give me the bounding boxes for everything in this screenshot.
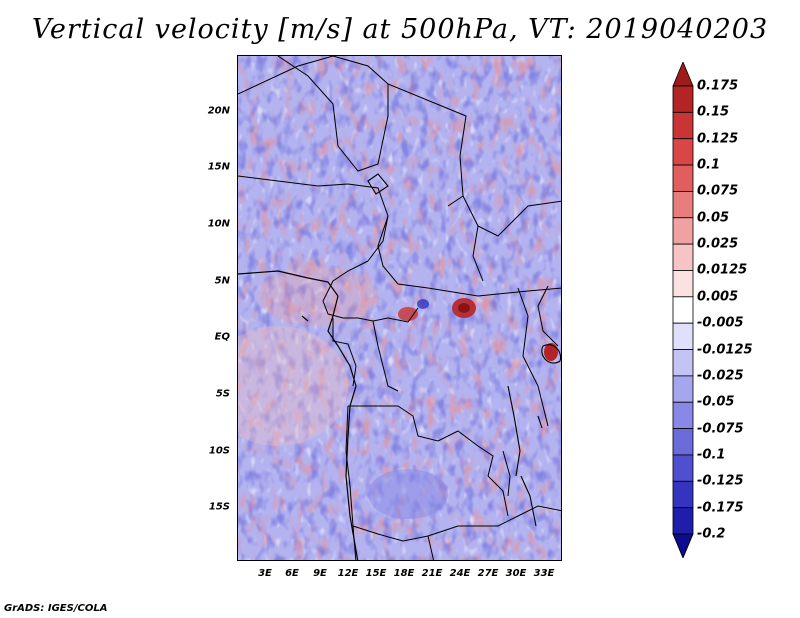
colorbar-label: 0.125: [697, 131, 739, 147]
colorbar-swatch: [672, 164, 694, 192]
colorbar-swatch: [672, 85, 694, 113]
colorbar-bottom-triangle: [672, 533, 694, 558]
border-zambia-zimbabwe: [427, 505, 561, 537]
colorbar-top-triangle: [672, 62, 694, 87]
colorbar-label: 0.1: [697, 157, 721, 173]
lat-label-20n: 20N: [207, 105, 230, 117]
border-drc-angola: [348, 405, 494, 477]
lon-label-24e: 24E: [449, 568, 471, 579]
colorbar-swatch: [672, 243, 694, 271]
colorbar: [672, 62, 694, 558]
border-chad-sudan: [472, 225, 484, 282]
field-coastal-ascent-region: [258, 266, 378, 326]
lake-malawi: [520, 475, 537, 527]
lat-label-10n: 10N: [207, 218, 230, 230]
lake-tanganyika: [507, 385, 521, 477]
colorbar-swatch: [672, 191, 694, 219]
coast-gulf-of-guinea: [238, 270, 339, 297]
lat-label-5s: 5S: [215, 388, 230, 400]
lake-chad: [367, 173, 389, 195]
colorbar-swatch: [672, 507, 694, 535]
lakes: [367, 173, 561, 527]
border-nigeria-cameroon: [322, 260, 369, 315]
border-zambia-drc: [487, 475, 509, 517]
colorbar-label: -0.0125: [697, 342, 753, 358]
colorbar-swatch: [672, 480, 694, 509]
lon-label-12e: 12E: [337, 568, 359, 579]
border-niger-mali: [277, 56, 389, 172]
colorbar-label: -0.025: [697, 368, 744, 384]
strong-ascent-cell-33e: [544, 343, 558, 361]
lon-label-9e: 9E: [313, 568, 327, 579]
lon-label-15e: 15E: [365, 568, 387, 579]
border-drc-east: [517, 287, 549, 427]
colorbar-swatch: [672, 454, 694, 482]
lake-kivu: [537, 415, 543, 429]
border-congo-drc: [372, 320, 399, 392]
colorbar-label: -0.175: [697, 500, 744, 516]
colorbar-label: -0.05: [697, 394, 735, 410]
descent-region-south: [368, 469, 448, 519]
lon-label-33e: 33E: [533, 568, 555, 579]
lat-label-15s: 15S: [208, 501, 230, 513]
colorbar-swatch: [672, 138, 694, 166]
colorbar-swatch: [672, 296, 694, 324]
lon-label-30e: 30E: [505, 568, 527, 579]
strong-ascent-core-24e: [458, 303, 470, 313]
border-botswana: [427, 535, 435, 560]
colorbar-label: 0.0125: [697, 262, 748, 278]
grads-credit: GrADS: IGES/COLA: [4, 603, 108, 614]
border-car-sudan: [377, 215, 561, 297]
border-algeria-mali: [238, 56, 334, 95]
lake-victoria: [541, 344, 561, 364]
colorbar-label: 0.025: [697, 236, 739, 252]
border-angola-namibia: [352, 525, 429, 542]
colorbar-swatch: [672, 217, 694, 245]
descent-cell-19e: [417, 299, 429, 309]
field-ocean-ascent-region: [238, 326, 348, 446]
colorbar-swatch: [672, 349, 694, 377]
colorbar-swatch: [672, 322, 694, 350]
border-sudan-north: [462, 195, 561, 237]
colorbar-label: 0.175: [697, 78, 739, 94]
colorbar-swatch: [672, 375, 694, 403]
colorbar-swatch: [672, 111, 694, 140]
border-nigeria-niger: [238, 175, 389, 262]
colorbar-swatch: [672, 270, 694, 298]
border-uganda: [537, 285, 559, 347]
lat-label-15n: 15N: [207, 161, 230, 173]
colorbar-label: -0.005: [697, 315, 744, 331]
map-panel: [237, 55, 562, 561]
colorbar-label: 0.005: [697, 289, 739, 305]
colorbar-label: -0.125: [697, 473, 744, 489]
colorbar-label: -0.1: [697, 447, 726, 463]
lat-label-eq: EQ: [214, 331, 230, 343]
coast-bioko: [301, 315, 309, 322]
lon-label-3e: 3E: [258, 568, 272, 579]
colorbar-swatch: [672, 428, 694, 456]
country-borders: [238, 56, 561, 560]
colorbar-label: 0.15: [697, 104, 730, 120]
coast-west-central-africa: [327, 295, 359, 560]
colorbar-label: 0.05: [697, 210, 730, 226]
lake-tanganyika-border: [502, 450, 511, 497]
lat-label-10s: 10S: [208, 445, 230, 457]
plot-title: Vertical velocity [m/s] at 500hPa, VT: 2…: [31, 14, 769, 45]
border-gabon: [332, 318, 357, 387]
lon-label-27e: 27E: [477, 568, 499, 579]
lon-label-6e: 6E: [285, 568, 299, 579]
ascent-cluster-17e: [398, 307, 418, 321]
colorbar-label: -0.2: [697, 526, 726, 542]
lon-label-18e: 18E: [393, 568, 415, 579]
colorbar-label: 0.075: [697, 183, 739, 199]
colorbar-swatch: [672, 401, 694, 429]
colorbar-label: -0.075: [697, 421, 744, 437]
coastlines: [238, 270, 359, 560]
lon-label-21e: 21E: [421, 568, 443, 579]
velocity-field-map: [238, 56, 561, 560]
lat-label-5n: 5N: [214, 275, 230, 287]
